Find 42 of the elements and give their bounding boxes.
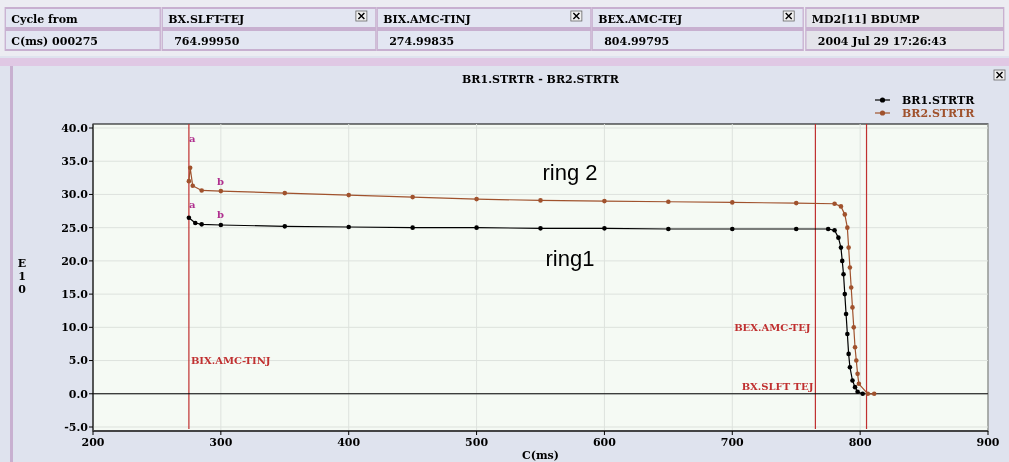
text: 2004 Jul 29 17:26:43 — [817, 35, 947, 48]
y-tick-label: 5.0 — [68, 354, 89, 368]
y-tick-label: 20.0 — [61, 254, 89, 268]
x-tick-label: 600 — [592, 436, 617, 449]
x-tick-label: 700 — [720, 436, 745, 449]
text: 804.99795 — [604, 35, 670, 48]
ref-line-label: BEX.AMC-TEJ — [734, 321, 811, 333]
annotation: a — [189, 198, 196, 210]
chart-title: BR1.STRTR - BR2.STRTR — [462, 73, 620, 86]
text: BX.SLFT-TEJ — [168, 13, 245, 26]
annotation: b — [217, 208, 224, 220]
x-tick-label: 900 — [976, 436, 1000, 449]
y-tick-label: 30.0 — [61, 188, 89, 202]
text: C(ms) 000275 — [11, 35, 99, 48]
x-tick-label: 200 — [81, 436, 105, 449]
text: BIX.AMC-TINJ — [383, 13, 471, 26]
x-tick-label: 400 — [337, 436, 361, 449]
x-axis-title: C(ms) — [522, 449, 559, 462]
y-tick-label: 35.0 — [61, 155, 89, 169]
legend-label: BR2.STRTR — [902, 106, 976, 120]
y-tick-label: 40.0 — [61, 121, 89, 135]
y-tick-label: 0.0 — [68, 387, 89, 401]
y-tick-label: 25.0 — [61, 221, 89, 235]
legend-label: BR1.STRTR — [902, 93, 976, 107]
annotation: ring 2 — [542, 159, 598, 185]
x-tick-label: 800 — [848, 436, 872, 449]
y-tick-label: 10.0 — [61, 321, 89, 335]
ref-line-label: BIX.AMC-TINJ — [190, 355, 271, 367]
y-tick-label: -5.0 — [64, 420, 89, 434]
annotation: a — [189, 132, 196, 144]
text: BEX.AMC-TEJ — [598, 13, 683, 26]
text: MD2[11] BDUMP — [811, 13, 920, 26]
y-tick-label: 15.0 — [61, 287, 89, 301]
annotation: ring1 — [545, 245, 595, 271]
x-tick-label: 500 — [465, 436, 489, 449]
y-axis-title: E10 — [17, 257, 27, 296]
annotation: b — [217, 175, 224, 187]
text: 764.99950 — [174, 35, 240, 48]
text: Cycle from — [11, 13, 78, 26]
text: 274.99835 — [389, 35, 455, 48]
x-tick-label: 300 — [209, 436, 233, 449]
ref-line-label: BX.SLFT TEJ — [741, 381, 814, 393]
